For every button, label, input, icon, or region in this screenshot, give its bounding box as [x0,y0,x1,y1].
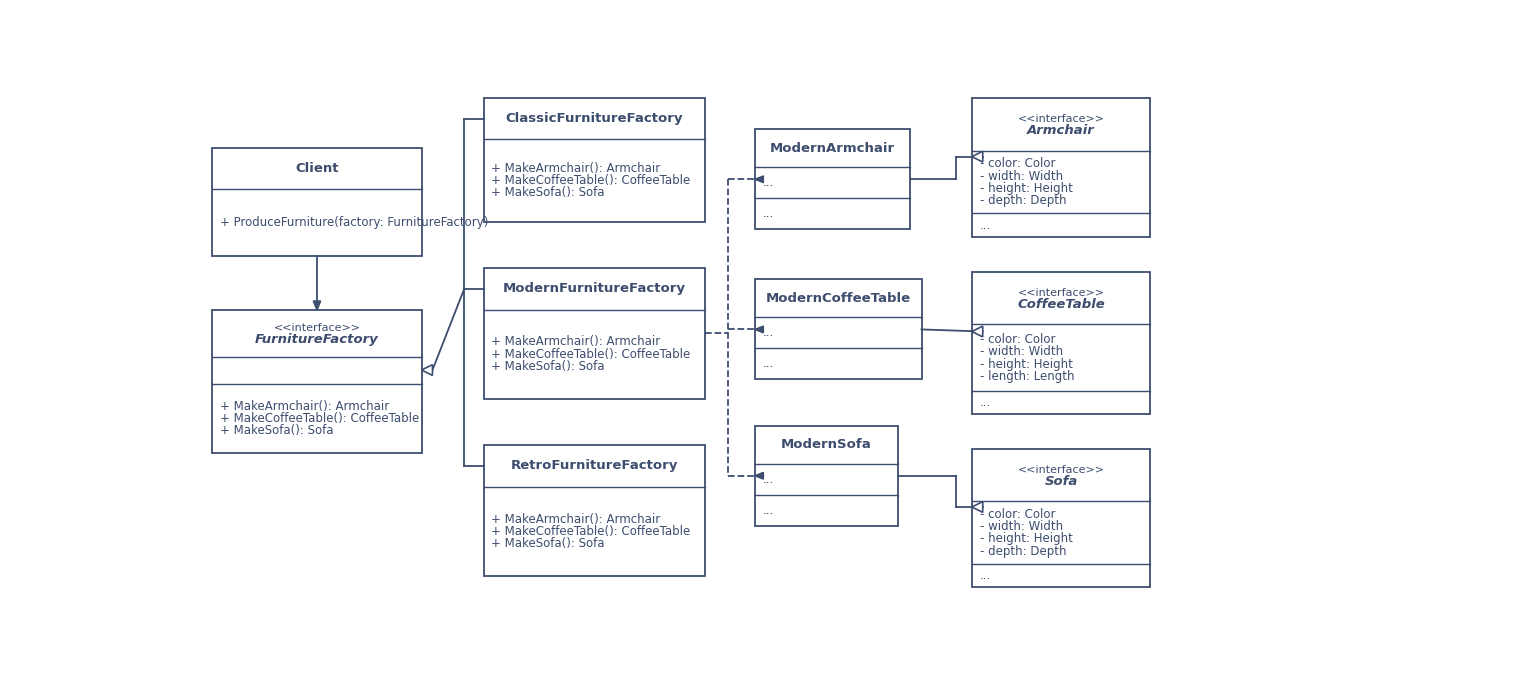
Text: <<interface>>: <<interface>> [1018,465,1104,475]
Bar [484,445,705,576]
Text: ModernFurnitureFactory: ModernFurnitureFactory [502,282,685,295]
Text: <<interface>>: <<interface>> [1018,114,1104,125]
Bar [971,272,1150,414]
Text: ...: ... [763,208,773,220]
Text: + MakeSofa(): Sofa: + MakeSofa(): Sofa [492,537,605,550]
Text: ...: ... [763,358,773,370]
Text: - height: Height: - height: Height [979,358,1073,370]
Bar [212,310,422,453]
Bar [971,98,1150,237]
Text: ModernCoffeeTable: ModernCoffeeTable [766,292,911,305]
Text: + MakeSofa(): Sofa: + MakeSofa(): Sofa [492,186,605,199]
Text: ...: ... [763,327,773,340]
Bar [484,98,705,221]
Polygon shape [755,473,764,479]
Text: - width: Width: - width: Width [979,520,1062,533]
Text: - height: Height: - height: Height [979,182,1073,195]
Polygon shape [422,365,433,375]
Text: + MakeCoffeeTable(): CoffeeTable: + MakeCoffeeTable(): CoffeeTable [492,174,690,187]
Polygon shape [971,502,983,512]
Text: CoffeeTable: CoffeeTable [1017,298,1104,311]
Polygon shape [971,326,983,337]
Bar [755,280,921,379]
Text: ...: ... [979,397,991,409]
Text: ...: ... [763,176,773,190]
Text: <<interface>>: <<interface>> [1018,288,1104,298]
Text: RetroFurnitureFactory: RetroFurnitureFactory [510,459,678,473]
Text: FurnitureFactory: FurnitureFactory [256,334,378,347]
Bar [755,129,909,229]
Text: ...: ... [979,569,991,582]
Text: - height: Height: - height: Height [979,532,1073,545]
Text: + MakeCoffeeTable(): CoffeeTable: + MakeCoffeeTable(): CoffeeTable [492,525,690,538]
Text: - color: Color: - color: Color [979,333,1055,346]
Text: - color: Color: - color: Color [979,157,1055,170]
Text: + MakeSofa(): Sofa: + MakeSofa(): Sofa [219,424,334,437]
Text: - width: Width: - width: Width [979,170,1062,183]
Text: + MakeArmchair(): Armchair: + MakeArmchair(): Armchair [492,336,661,348]
Bar [755,426,899,526]
Text: ClassicFurnitureFactory: ClassicFurnitureFactory [505,112,682,125]
Text: Client: Client [295,163,339,176]
Text: + MakeCoffeeTable(): CoffeeTable: + MakeCoffeeTable(): CoffeeTable [492,348,690,361]
Text: - depth: Depth: - depth: Depth [979,545,1067,558]
Text: ModernArmchair: ModernArmchair [770,142,894,155]
Text: ...: ... [763,504,773,517]
Text: + MakeCoffeeTable(): CoffeeTable: + MakeCoffeeTable(): CoffeeTable [219,412,419,425]
Bar [971,449,1150,588]
Text: + MakeArmchair(): Armchair: + MakeArmchair(): Armchair [492,513,661,525]
Polygon shape [755,176,764,183]
Text: + MakeArmchair(): Armchair: + MakeArmchair(): Armchair [219,400,389,412]
Text: Armchair: Armchair [1027,125,1095,138]
Text: - width: Width: - width: Width [979,345,1062,358]
Polygon shape [313,301,321,310]
Polygon shape [755,326,764,333]
Bar [212,149,422,256]
Text: + MakeArmchair(): Armchair: + MakeArmchair(): Armchair [492,161,661,174]
Text: ModernSofa: ModernSofa [781,438,871,451]
Text: Sofa: Sofa [1044,475,1077,488]
Bar [484,268,705,399]
Text: ...: ... [763,473,773,486]
Text: ...: ... [979,219,991,232]
Text: - length: Length: - length: Length [979,370,1074,383]
Text: + MakeSofa(): Sofa: + MakeSofa(): Sofa [492,360,605,373]
Text: - depth: Depth: - depth: Depth [979,194,1067,208]
Text: <<interface>>: <<interface>> [274,323,360,334]
Polygon shape [971,152,983,162]
Text: + ProduceFurniture(factory: FurnitureFactory): + ProduceFurniture(factory: FurnitureFac… [219,217,489,229]
Text: - color: Color: - color: Color [979,508,1055,520]
